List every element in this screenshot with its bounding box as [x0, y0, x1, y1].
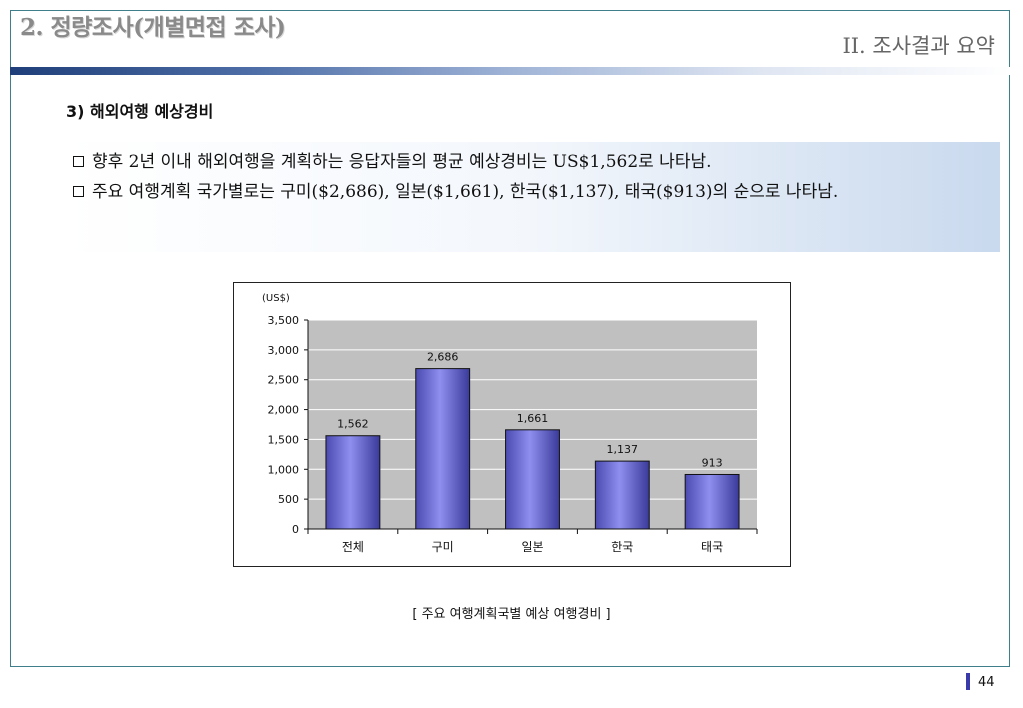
section-title: II. 조사결과 요약: [842, 34, 995, 58]
y-unit-label: (US$): [262, 293, 290, 304]
data-label: 1,137: [607, 443, 639, 456]
chart-frame: (US$) 0 500 1,000 1,500 2,000 2,500 3,000 3,500 1…: [233, 282, 791, 567]
bar: [325, 435, 381, 530]
y-tick-label: 3,500: [268, 314, 300, 327]
data-label: 2,686: [427, 351, 459, 364]
y-tick-label: 0: [292, 523, 299, 536]
data-label: 913: [702, 456, 723, 469]
y-tick-label: 2,000: [268, 404, 300, 417]
bar-chart: (US$) 0 500 1,000 1,500 2,000 2,500 3,000 3,500 1…: [262, 293, 758, 554]
y-tick-label: 1,500: [268, 433, 300, 446]
y-tick-label: 500: [278, 493, 299, 506]
x-tick-label: 한국: [611, 540, 633, 554]
summary-bullet-2: 주요 여행계획 국가별로는 구미($2,686), 일본($1,661), 한국…: [73, 177, 983, 207]
checkbox-bullet-icon: [73, 156, 84, 167]
summary-bullet-2-text: 주요 여행계획 국가별로는 구미($2,686), 일본($1,661), 한국…: [92, 182, 839, 202]
bar: [594, 460, 650, 530]
section-heading: 3) 해외여행 예상경비: [66, 102, 214, 121]
bar: [505, 429, 560, 530]
summary-box: 향후 2년 이내 해외여행을 계획하는 응답자들의 평균 예상경비는 US$1,…: [63, 142, 1000, 252]
y-tick-label: 2,500: [268, 374, 300, 387]
summary-bullet-1-text: 향후 2년 이내 해외여행을 계획하는 응답자들의 평균 예상경비는 US$1,…: [92, 152, 712, 172]
page-marker: [966, 673, 970, 690]
chart-caption: [ 주요 여행계획국별 예상 여행경비 ]: [412, 607, 611, 622]
x-tick-label: 태국: [701, 540, 723, 554]
summary-bullet-1: 향후 2년 이내 해외여행을 계획하는 응답자들의 평균 예상경비는 US$1,…: [73, 147, 983, 177]
page-number: 44: [978, 675, 995, 690]
bar: [684, 473, 740, 530]
y-tick-label: 3,000: [268, 344, 300, 357]
checkbox-bullet-icon: [73, 186, 84, 197]
x-tick-label: 전체: [342, 540, 364, 554]
title-divider: [10, 67, 1010, 75]
data-label: 1,562: [337, 418, 369, 431]
slide-title: 2. 정량조사(개별면접 조사): [20, 14, 286, 41]
x-tick-label: 일본: [521, 540, 543, 554]
bar: [415, 368, 471, 530]
slide-frame: [10, 10, 1010, 667]
data-label: 1,661: [517, 412, 549, 425]
y-tick-label: 1,000: [268, 463, 300, 476]
x-tick-label: 구미: [432, 540, 454, 554]
